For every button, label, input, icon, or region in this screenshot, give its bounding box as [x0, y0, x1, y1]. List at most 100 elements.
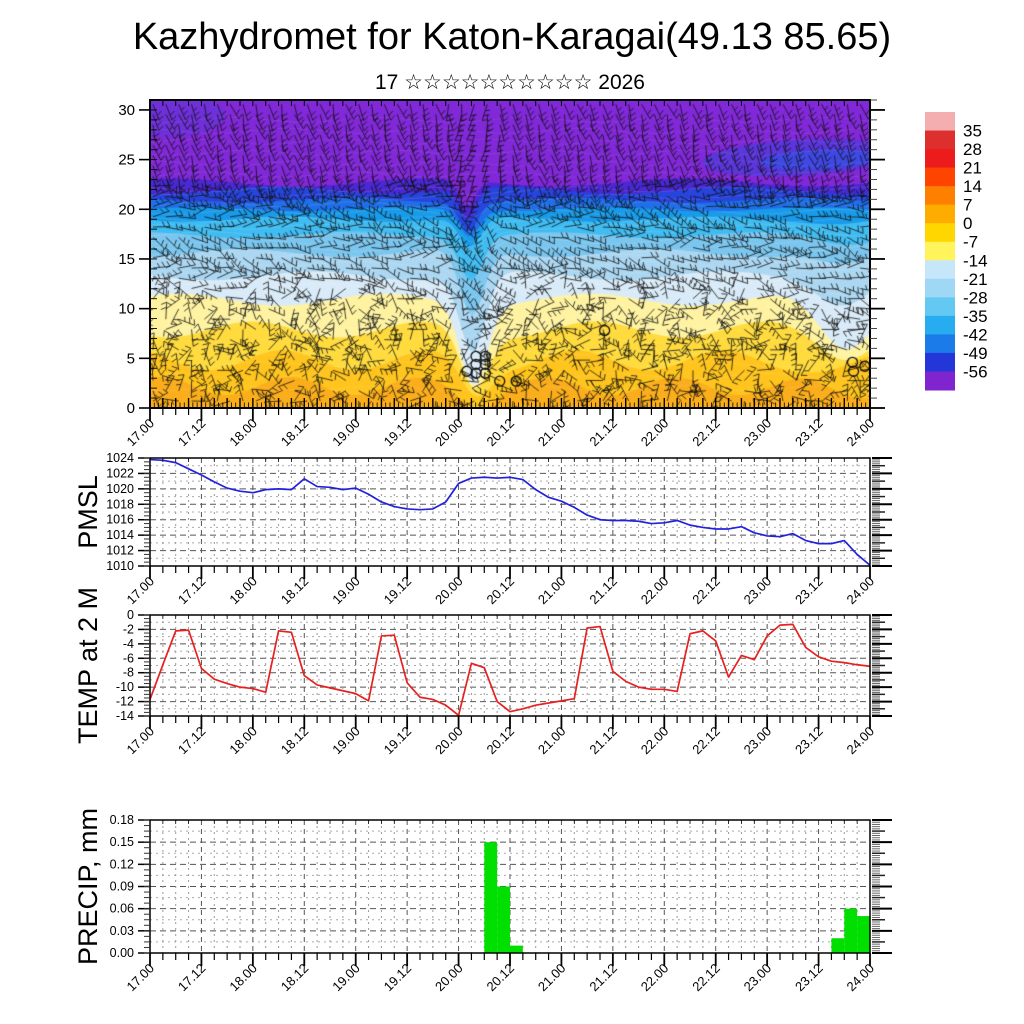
colorbar-tick-label: 35: [963, 122, 982, 141]
y-tick-label: -6: [123, 651, 134, 665]
time-tick-label: 19.12: [381, 574, 415, 608]
time-tick-label: 18.12: [278, 416, 312, 450]
y-tick-label: 1020: [106, 482, 134, 496]
time-tick-label: 18.00: [226, 574, 260, 608]
colorbar-tick-label: -28: [963, 288, 988, 307]
time-tick-label: 24.00: [844, 724, 878, 758]
time-tick-label: 22.12: [689, 574, 723, 608]
colorbar-tick-label: 28: [963, 140, 982, 159]
time-tick-label: 19.00: [329, 574, 363, 608]
time-tick-label: 21.00: [535, 724, 569, 758]
pmsl-panel-ylabel: PMSL: [73, 475, 103, 549]
time-tick-label: 21.00: [535, 961, 569, 995]
time-tick-label: 19.12: [381, 416, 415, 450]
height-tick-label: 20: [118, 201, 135, 218]
colorbar-tick-label: -21: [963, 270, 988, 289]
time-tick-label: 18.00: [226, 961, 260, 995]
precip-bar: [857, 916, 870, 953]
y-tick-label: 1010: [106, 559, 134, 573]
time-tick-label: 23.00: [741, 574, 775, 608]
colorbar-tick-label: 0: [963, 214, 972, 233]
time-tick-label: 22.12: [689, 416, 723, 450]
time-tick-label: 24.00: [844, 416, 878, 450]
height-tick-label: 5: [127, 350, 135, 367]
y-tick-label: -8: [123, 666, 134, 680]
time-tick-label: 23.12: [792, 724, 826, 758]
colorbar-tick-label: -7: [963, 233, 978, 252]
time-tick-label: 21.12: [586, 574, 620, 608]
y-tick-label: 1014: [106, 528, 134, 542]
time-tick-label: 19.12: [381, 724, 415, 758]
y-tick-label: 1022: [106, 466, 134, 480]
time-tick-label: 19.12: [381, 961, 415, 995]
time-tick-label: 22.12: [689, 961, 723, 995]
time-tick-label: 23.00: [741, 416, 775, 450]
cross-section-plot: [150, 100, 870, 408]
y-tick-label: -10: [116, 680, 134, 694]
time-tick-label: 22.00: [638, 574, 672, 608]
time-tick-label: 17.12: [175, 961, 209, 995]
time-tick-label: 17.12: [175, 724, 209, 758]
pmsl-panel-line: [149, 458, 871, 566]
height-tick-label: 10: [118, 301, 135, 318]
time-tick-label: 20.12: [484, 961, 518, 995]
time-tick-label: 24.00: [844, 961, 878, 995]
time-tick-label: 18.00: [226, 416, 260, 450]
time-tick-label: 18.12: [278, 724, 312, 758]
time-tick-label: 23.12: [792, 961, 826, 995]
y-tick-label: 1012: [106, 544, 134, 558]
time-tick-label: 22.00: [638, 961, 672, 995]
y-tick-label: -14: [116, 709, 134, 723]
y-tick-label: 0.06: [110, 902, 134, 916]
time-tick-label: 21.00: [535, 574, 569, 608]
height-tick-label: 0: [127, 400, 135, 417]
time-tick-label: 20.12: [484, 416, 518, 450]
height-tick-label: 15: [118, 251, 135, 268]
colorbar-tick-label: -56: [963, 362, 988, 381]
time-tick-label: 19.00: [329, 416, 363, 450]
time-tick-label: 17.00: [124, 961, 158, 995]
y-tick-label: -12: [116, 695, 134, 709]
y-tick-label: 0: [127, 608, 134, 622]
time-tick-label: 22.00: [638, 416, 672, 450]
time-tick-label: 23.12: [792, 416, 826, 450]
precip-bar: [844, 908, 858, 953]
y-tick-label: 0.18: [110, 813, 134, 827]
time-tick-label: 20.00: [432, 961, 466, 995]
y-tick-label: 0.03: [110, 924, 134, 938]
colorbar-tick-label: 7: [963, 196, 972, 215]
time-tick-label: 20.00: [432, 574, 466, 608]
time-tick-label: 20.12: [484, 724, 518, 758]
time-tick-label: 20.00: [432, 724, 466, 758]
time-tick-label: 20.00: [432, 416, 466, 450]
time-tick-label: 21.12: [586, 724, 620, 758]
y-tick-label: -4: [123, 637, 134, 651]
time-tick-label: 21.12: [586, 961, 620, 995]
y-tick-label: 0.15: [110, 835, 134, 849]
precip-bar: [497, 886, 510, 953]
time-tick-label: 19.00: [329, 724, 363, 758]
time-tick-label: 23.00: [741, 961, 775, 995]
precip-bar: [831, 938, 845, 953]
y-tick-label: -2: [123, 622, 134, 636]
time-tick-label: 17.00: [124, 724, 158, 758]
height-tick-label: 30: [118, 102, 135, 119]
height-tick-label: 25: [118, 152, 135, 169]
time-tick-label: 22.12: [689, 724, 723, 758]
y-tick-label: 1024: [106, 451, 134, 465]
time-tick-label: 18.12: [278, 961, 312, 995]
time-tick-label: 22.00: [638, 724, 672, 758]
time-tick-label: 18.12: [278, 574, 312, 608]
time-tick-label: 17.00: [124, 574, 158, 608]
time-tick-label: 24.00: [844, 574, 878, 608]
colorbar-tick-label: -49: [963, 344, 988, 363]
colorbar-tick-label: -14: [963, 251, 988, 270]
time-tick-label: 18.00: [226, 724, 260, 758]
y-tick-label: 0.09: [110, 880, 134, 894]
time-tick-label: 23.00: [741, 724, 775, 758]
